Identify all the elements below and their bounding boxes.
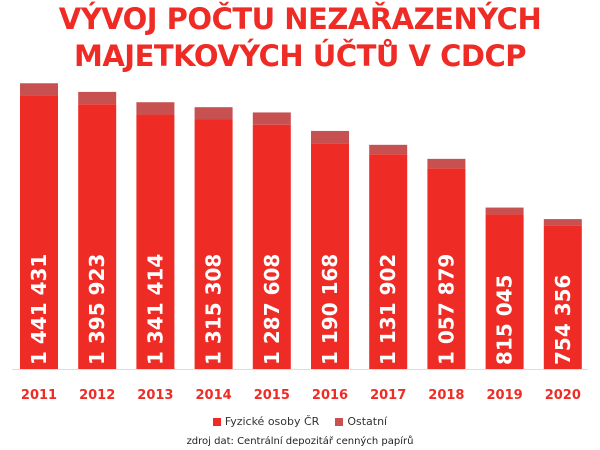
bar-fyzicke-osoby-2016 xyxy=(311,143,349,369)
legend-label-ostatni: Ostatní xyxy=(347,415,388,428)
bar-ostatni-2012 xyxy=(78,91,117,105)
bar-ostatni-2014 xyxy=(194,107,233,120)
x-tick-label-2015: 2015 xyxy=(254,388,290,403)
bar-ostatni-2017 xyxy=(369,144,408,155)
bar-ostatni-2019 xyxy=(485,207,524,215)
bar-fyzicke-osoby-2014 xyxy=(194,119,233,369)
bar-fyzicke-osoby-2015 xyxy=(252,124,291,369)
bar-fyzicke-osoby-2018 xyxy=(427,168,466,369)
bar-fyzicke-osoby-2011 xyxy=(20,95,58,370)
bar-value-label-2014: 1 315 308 xyxy=(202,254,226,365)
x-tick-label-2014: 2014 xyxy=(196,388,232,403)
x-tick-label-2017: 2017 xyxy=(370,388,406,403)
bar-value-label-2015: 1 287 608 xyxy=(260,254,284,365)
legend-item-ostatni: Ostatní xyxy=(335,415,387,428)
bar-value-label-2018: 1 057 879 xyxy=(434,254,458,365)
bar-value-label-2020: 754 356 xyxy=(551,275,575,365)
x-tick-label-2011: 2011 xyxy=(21,388,57,403)
bar-fyzicke-osoby-2017 xyxy=(369,154,408,369)
legend-label-fyzicke: Fyzické osoby ČR xyxy=(224,415,320,428)
x-tick-label-2018: 2018 xyxy=(428,388,464,403)
bar-ostatni-2020 xyxy=(543,219,582,226)
bar-ostatni-2011 xyxy=(20,83,58,96)
legend-swatch-ostatni xyxy=(335,417,344,426)
bar-fyzicke-osoby-2019 xyxy=(485,214,524,369)
bar-fyzicke-osoby-2020 xyxy=(543,225,582,369)
chart-title-line-1: VÝVOJ POČTU NEZAŘAZENÝCH xyxy=(58,2,542,36)
bar-fyzicke-osoby-2012 xyxy=(78,104,117,370)
bar-ostatni-2016 xyxy=(311,130,349,144)
bar-ostatni-2018 xyxy=(427,158,466,169)
x-tick-label-2020: 2020 xyxy=(545,388,581,403)
bar-value-label-2017: 1 131 902 xyxy=(376,254,400,365)
bar-value-label-2016: 1 190 168 xyxy=(318,254,342,365)
x-tick-label-2013: 2013 xyxy=(137,388,173,403)
x-tick-label-2019: 2019 xyxy=(487,388,523,403)
legend: Fyzické osoby ČR Ostatní xyxy=(0,415,600,428)
legend-swatch-fyzicke xyxy=(212,417,221,426)
bar-fyzicke-osoby-2013 xyxy=(136,114,175,369)
legend-item-fyzicke: Fyzické osoby ČR xyxy=(212,415,320,428)
x-tick-label-2012: 2012 xyxy=(79,388,115,403)
bar-value-label-2012: 1 395 923 xyxy=(85,254,109,365)
chart-title-line-2: MAJETKOVÝCH ÚČTŮ V CDCP xyxy=(74,39,526,73)
bar-value-label-2013: 1 341 414 xyxy=(143,254,167,365)
bar-value-label-2019: 815 045 xyxy=(493,275,517,365)
x-tick-label-2016: 2016 xyxy=(312,388,348,403)
bar-ostatni-2013 xyxy=(136,102,175,115)
bar-ostatni-2015 xyxy=(252,112,291,125)
source-note: zdroj dat: Centrální depozitář cenných p… xyxy=(186,436,414,447)
bar-value-label-2011: 1 441 431 xyxy=(27,254,51,365)
